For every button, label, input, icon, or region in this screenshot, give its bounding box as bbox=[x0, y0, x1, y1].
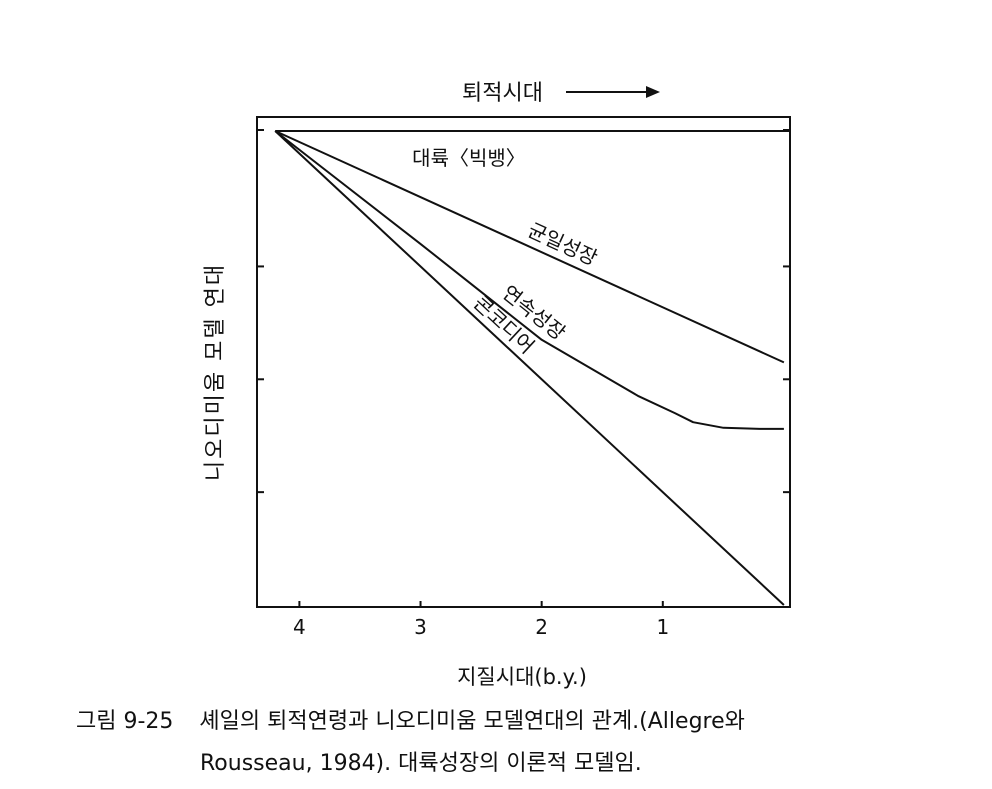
x-tick-label: 1 bbox=[656, 615, 669, 639]
plot-frame bbox=[256, 116, 791, 608]
top-arrow-head bbox=[646, 86, 660, 98]
series-line-3 bbox=[274, 130, 784, 430]
top-label: 퇴적시대 bbox=[462, 81, 543, 106]
caption-text-1: 셰일의 퇴적연령과 니오디미움 모델연대의 관계.(Allegre와 bbox=[199, 709, 745, 734]
x-axis-label: 지질시대(b.y.) bbox=[457, 665, 587, 689]
figure-caption-line-2: Rousseau, 1984). 대륙성장의 이론적 모델임. bbox=[0, 745, 992, 777]
x-tick-label: 4 bbox=[293, 615, 306, 639]
figure-number: 그림 9-25 bbox=[76, 709, 174, 734]
series-lines bbox=[274, 130, 790, 606]
series-line-2 bbox=[274, 130, 785, 364]
series-line-4 bbox=[274, 130, 785, 606]
y-axis-label: 니오디미움 모델 연대 bbox=[203, 263, 228, 481]
x-tick-label: 2 bbox=[535, 615, 548, 639]
series-label-1: 대륙〈빅뱅〉 bbox=[412, 146, 526, 170]
x-tick-label: 3 bbox=[414, 615, 427, 639]
figure-caption-line-1: 그림 9-25 셰일의 퇴적연령과 니오디미움 모델연대의 관계.(Allegre… bbox=[0, 703, 992, 735]
caption-text-2: Rousseau, 1984). 대륙성장의 이론적 모델임. bbox=[200, 751, 642, 776]
x-axis-ticks: 4 3 2 1 bbox=[293, 601, 669, 639]
